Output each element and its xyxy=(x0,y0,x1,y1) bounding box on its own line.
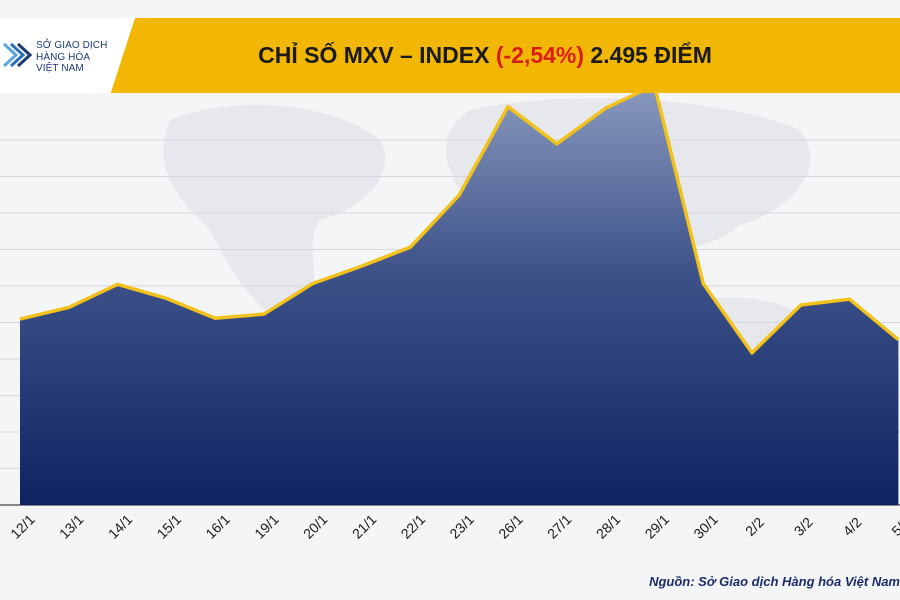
x-tick-label: 15/1 xyxy=(154,511,185,542)
x-tick-label: 2/2 xyxy=(742,514,767,539)
x-axis-labels: 12/1 13/1 14/1 15/1 16/1 19/1 20/1 21/1 22/1 23/1… xyxy=(7,511,900,542)
index-series-line xyxy=(19,83,900,355)
x-tick-label: 13/1 xyxy=(56,511,87,542)
x-tick-label: 4/2 xyxy=(840,514,865,539)
x-tick-label: 28/1 xyxy=(593,511,624,542)
x-tick-label: 5/2 xyxy=(888,514,900,539)
logo-line-3: VIỆT NAM xyxy=(36,63,84,74)
exchange-logo: SỞ GIAO DỊCH HÀNG HÓA VIỆT NAM xyxy=(0,18,135,93)
x-tick-label: 26/1 xyxy=(495,511,526,542)
x-tick-label: 3/2 xyxy=(791,514,816,539)
title-change-percent: (-2,54%) xyxy=(495,42,585,68)
exchange-logo-icon xyxy=(2,42,32,68)
x-tick-label: 16/1 xyxy=(202,511,233,542)
x-tick-label: 30/1 xyxy=(690,511,721,542)
x-tick-label: 29/1 xyxy=(642,511,673,542)
x-tick-label: 14/1 xyxy=(105,511,136,542)
title-suffix: 2.495 ĐIỂM xyxy=(584,42,712,68)
x-tick-label: 22/1 xyxy=(398,511,429,542)
x-tick-label: 19/1 xyxy=(251,511,282,542)
chart-title: CHỈ SỐ MXV – INDEX (-2,54%) 2.495 ĐIỂM xyxy=(0,18,900,93)
x-tick-label: 21/1 xyxy=(349,511,380,542)
x-tick-label: 23/1 xyxy=(446,511,477,542)
x-tick-label: 20/1 xyxy=(300,511,331,542)
exchange-logo-text: SỞ GIAO DỊCH HÀNG HÓA VIỆT NAM xyxy=(36,40,107,75)
logo-line-1: SỞ GIAO DỊCH xyxy=(36,40,108,51)
source-note: Nguồn: Sở Giao dịch Hàng hóa Việt Nam xyxy=(649,574,900,589)
title-banner xyxy=(0,18,900,93)
title-prefix: CHỈ SỐ MXV – INDEX xyxy=(258,42,496,68)
logo-line-2: HÀNG HÓA xyxy=(36,51,91,63)
x-tick-label: 12/1 xyxy=(7,511,38,542)
x-tick-label: 27/1 xyxy=(544,511,575,542)
